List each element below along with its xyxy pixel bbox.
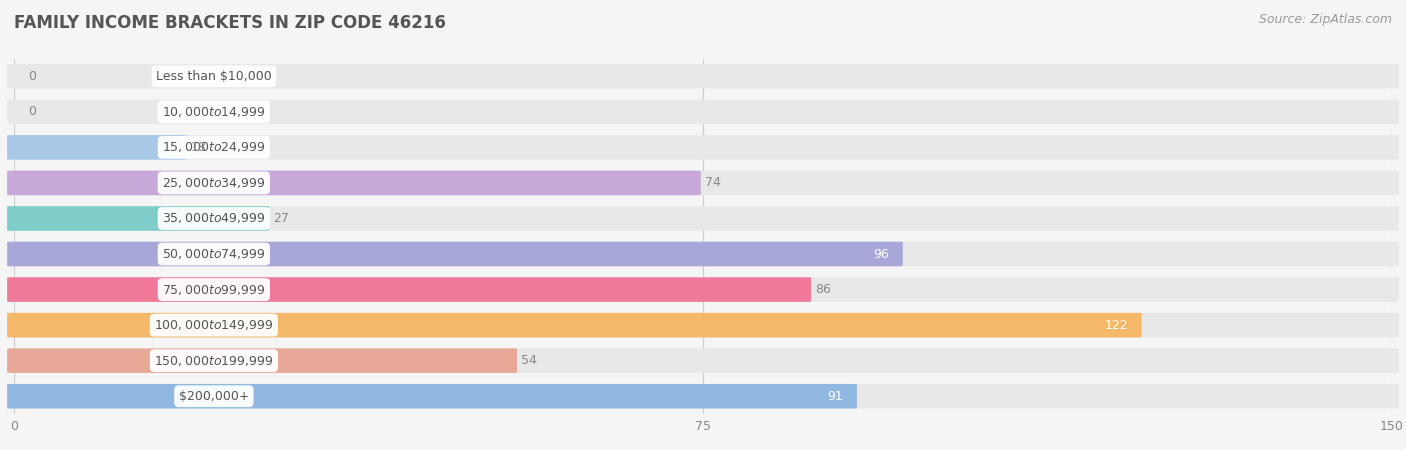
FancyBboxPatch shape: [7, 242, 1399, 266]
Text: $50,000 to $74,999: $50,000 to $74,999: [162, 247, 266, 261]
Text: Less than $10,000: Less than $10,000: [156, 70, 271, 83]
FancyBboxPatch shape: [7, 64, 1399, 89]
Text: 18: 18: [190, 141, 207, 154]
Text: 122: 122: [1104, 319, 1128, 332]
Text: $200,000+: $200,000+: [179, 390, 249, 403]
Text: $10,000 to $14,999: $10,000 to $14,999: [162, 105, 266, 119]
Text: 0: 0: [28, 70, 35, 83]
Text: $35,000 to $49,999: $35,000 to $49,999: [162, 212, 266, 225]
FancyBboxPatch shape: [7, 206, 269, 231]
Text: 91: 91: [827, 390, 844, 403]
Text: $25,000 to $34,999: $25,000 to $34,999: [162, 176, 266, 190]
Text: $150,000 to $199,999: $150,000 to $199,999: [155, 354, 274, 368]
FancyBboxPatch shape: [7, 348, 1399, 373]
FancyBboxPatch shape: [7, 206, 1399, 231]
FancyBboxPatch shape: [7, 348, 517, 373]
Text: 0: 0: [28, 105, 35, 118]
FancyBboxPatch shape: [7, 171, 700, 195]
Text: Source: ZipAtlas.com: Source: ZipAtlas.com: [1258, 14, 1392, 27]
Text: $100,000 to $149,999: $100,000 to $149,999: [155, 318, 274, 332]
Text: 86: 86: [815, 283, 831, 296]
FancyBboxPatch shape: [7, 384, 1399, 409]
FancyBboxPatch shape: [7, 384, 856, 409]
FancyBboxPatch shape: [7, 313, 1399, 338]
Text: $75,000 to $99,999: $75,000 to $99,999: [162, 283, 266, 297]
FancyBboxPatch shape: [7, 135, 186, 160]
FancyBboxPatch shape: [7, 135, 1399, 160]
FancyBboxPatch shape: [7, 242, 903, 266]
FancyBboxPatch shape: [7, 277, 1399, 302]
Text: 27: 27: [273, 212, 290, 225]
FancyBboxPatch shape: [7, 171, 1399, 195]
FancyBboxPatch shape: [7, 99, 1399, 124]
Text: 74: 74: [704, 176, 721, 189]
Text: FAMILY INCOME BRACKETS IN ZIP CODE 46216: FAMILY INCOME BRACKETS IN ZIP CODE 46216: [14, 14, 446, 32]
FancyBboxPatch shape: [7, 277, 811, 302]
Text: 54: 54: [522, 354, 537, 367]
FancyBboxPatch shape: [7, 313, 1142, 338]
Text: 96: 96: [873, 248, 889, 261]
Text: $15,000 to $24,999: $15,000 to $24,999: [162, 140, 266, 154]
